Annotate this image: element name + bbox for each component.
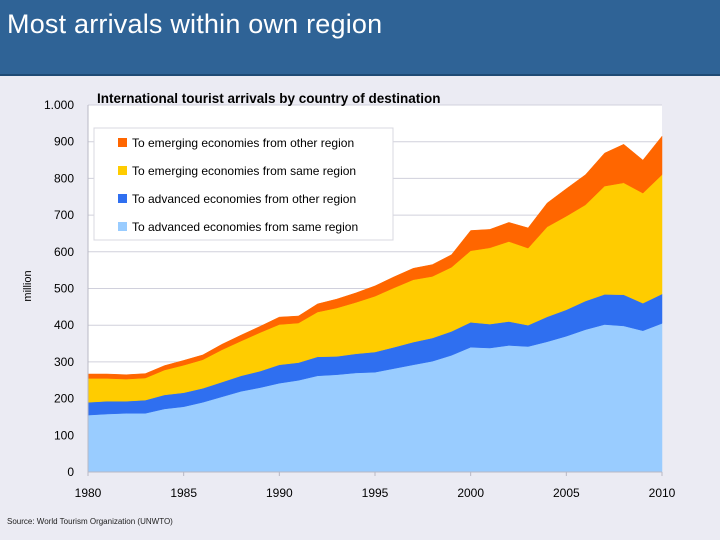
y-tick-label-500: 500 (54, 282, 74, 296)
y-tick-label-800: 800 (54, 171, 74, 185)
source-note: Source: World Tourism Organization (UNWT… (7, 517, 173, 526)
legend-label-4: To emerging economies from other region (132, 136, 354, 150)
y-tick-label-700: 700 (54, 208, 74, 222)
x-tick-label-2000: 2000 (457, 486, 484, 500)
y-tick-label-100: 100 (54, 428, 74, 442)
x-tick-label-1985: 1985 (170, 486, 197, 500)
legend-swatch-1 (118, 222, 127, 231)
y-tick-label-0: 0 (67, 465, 74, 479)
legend-box (93, 127, 394, 241)
stacked-area-chart: 0 100 200 300 400 500 600 700 800 900 1.000 1980 198… (22, 91, 676, 500)
y-tick-label-600: 600 (54, 245, 74, 259)
area-series-4 (87, 135, 663, 380)
x-tick-label-1980: 1980 (75, 486, 102, 500)
legend-label-3: To emerging economies from same region (132, 164, 356, 178)
y-tick-label-900: 900 (54, 135, 74, 149)
x-tick-label-1995: 1995 (362, 486, 389, 500)
y-tick-label-200: 200 (54, 392, 74, 406)
legend-label-2: To advanced economies from other region (132, 192, 356, 206)
y-tick-label-300: 300 (54, 355, 74, 369)
chart-title: International tourist arrivals by countr… (97, 91, 441, 106)
slide-title: Most arrivals within own region (7, 9, 383, 39)
y-tick-label-400: 400 (54, 318, 74, 332)
x-tick-label-2005: 2005 (553, 486, 580, 500)
x-tick-label-2010: 2010 (649, 486, 676, 500)
legend-label-1: To advanced economies from same region (132, 220, 358, 234)
legend-swatch-3 (118, 166, 127, 175)
y-axis-label: million (22, 270, 34, 301)
y-tick-label-1000: 1.000 (44, 98, 74, 112)
legend-swatch-2 (118, 194, 127, 203)
title-banner: Most arrivals within own region (0, 0, 720, 76)
legend-swatch-4 (118, 138, 127, 147)
x-tick-label-1990: 1990 (266, 486, 293, 500)
